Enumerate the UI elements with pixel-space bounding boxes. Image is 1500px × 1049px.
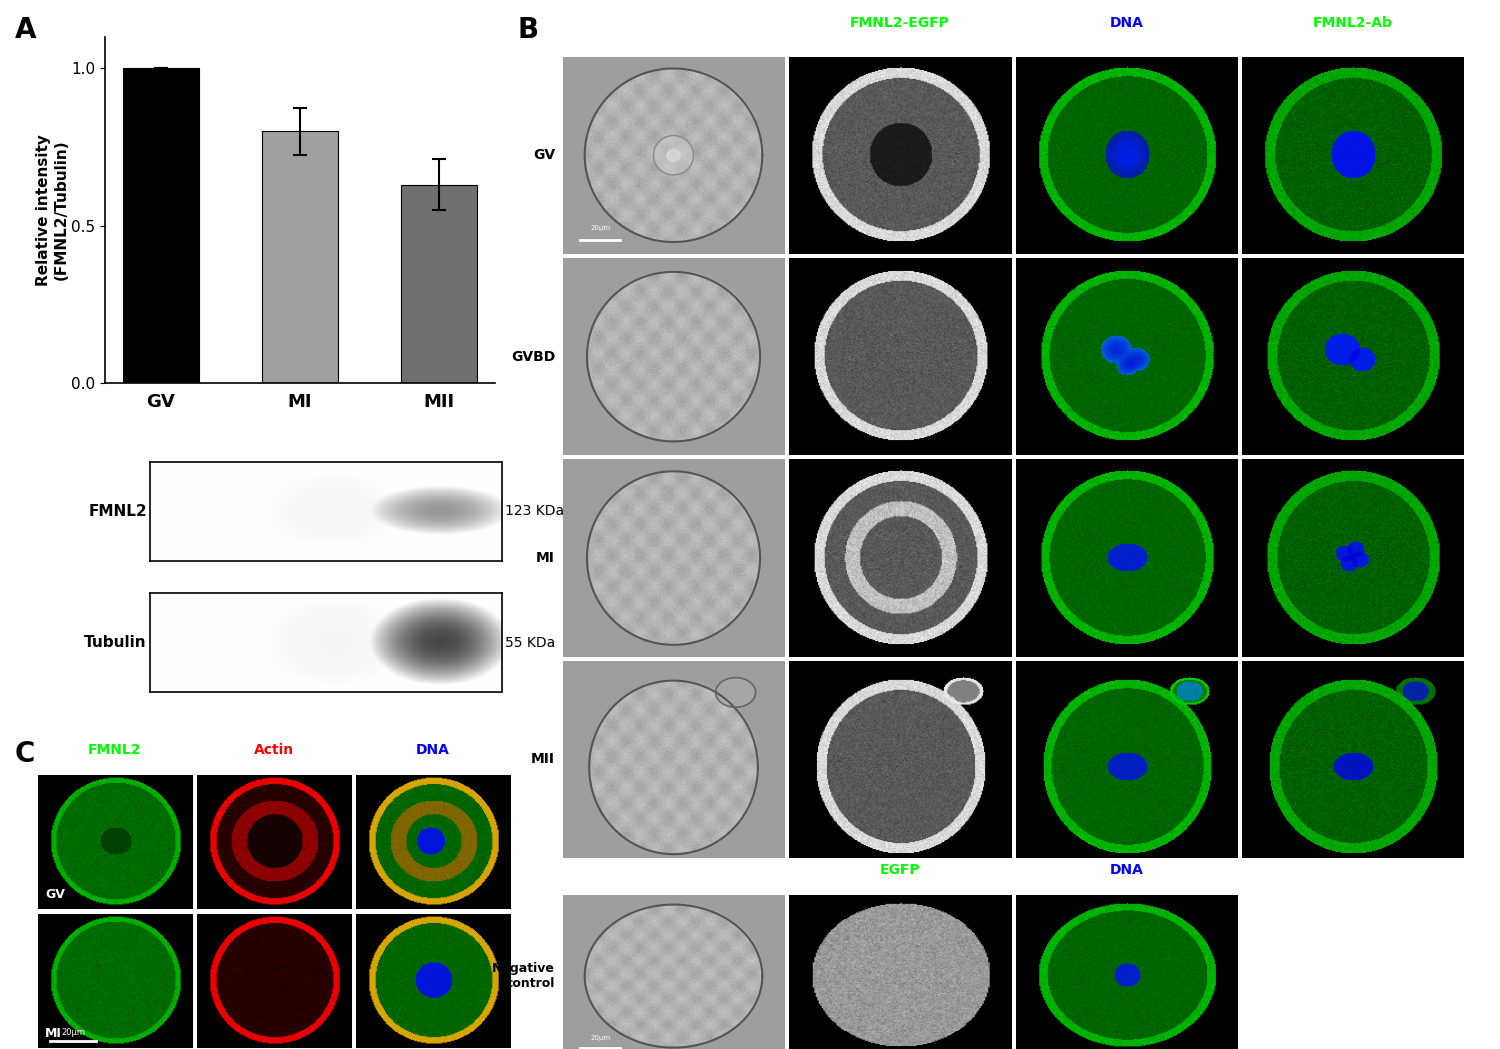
Text: GVBD: GVBD xyxy=(510,349,555,364)
Text: EGFP: EGFP xyxy=(879,863,921,877)
Bar xyxy=(123,68,200,383)
Text: GV: GV xyxy=(45,889,64,901)
Text: 123 KDa: 123 KDa xyxy=(506,505,564,518)
Text: GV: GV xyxy=(532,148,555,163)
Text: FMNL2: FMNL2 xyxy=(88,504,147,519)
Text: FMNL2-Ab: FMNL2-Ab xyxy=(1312,16,1394,29)
Text: DIC: DIC xyxy=(660,16,687,29)
Text: Negative
control: Negative control xyxy=(492,962,555,990)
Text: 55 KDa: 55 KDa xyxy=(506,636,555,649)
Text: A: A xyxy=(15,16,36,44)
Bar xyxy=(262,131,338,383)
Text: DNA: DNA xyxy=(1110,863,1143,877)
Ellipse shape xyxy=(716,678,756,707)
Text: 20μm: 20μm xyxy=(590,1034,610,1041)
Text: MII: MII xyxy=(531,752,555,767)
Text: FMNL2-EGFP: FMNL2-EGFP xyxy=(850,16,950,29)
Ellipse shape xyxy=(654,135,693,175)
Text: B: B xyxy=(518,16,538,44)
Text: C: C xyxy=(15,740,36,768)
Text: MI: MI xyxy=(45,1027,62,1040)
Text: FMNL2: FMNL2 xyxy=(88,744,141,757)
Text: 20μm: 20μm xyxy=(62,1028,86,1036)
Ellipse shape xyxy=(668,149,680,162)
Bar xyxy=(400,185,477,383)
Text: Actin: Actin xyxy=(254,744,294,757)
Text: Tubulin: Tubulin xyxy=(84,635,147,650)
Text: MI: MI xyxy=(536,551,555,565)
Y-axis label: Relative intensity
(FMNL2/Tubulin): Relative intensity (FMNL2/Tubulin) xyxy=(36,134,69,285)
Text: DNA: DNA xyxy=(416,744,450,757)
Text: 20μm: 20μm xyxy=(590,226,610,231)
Text: DNA: DNA xyxy=(1110,16,1143,29)
